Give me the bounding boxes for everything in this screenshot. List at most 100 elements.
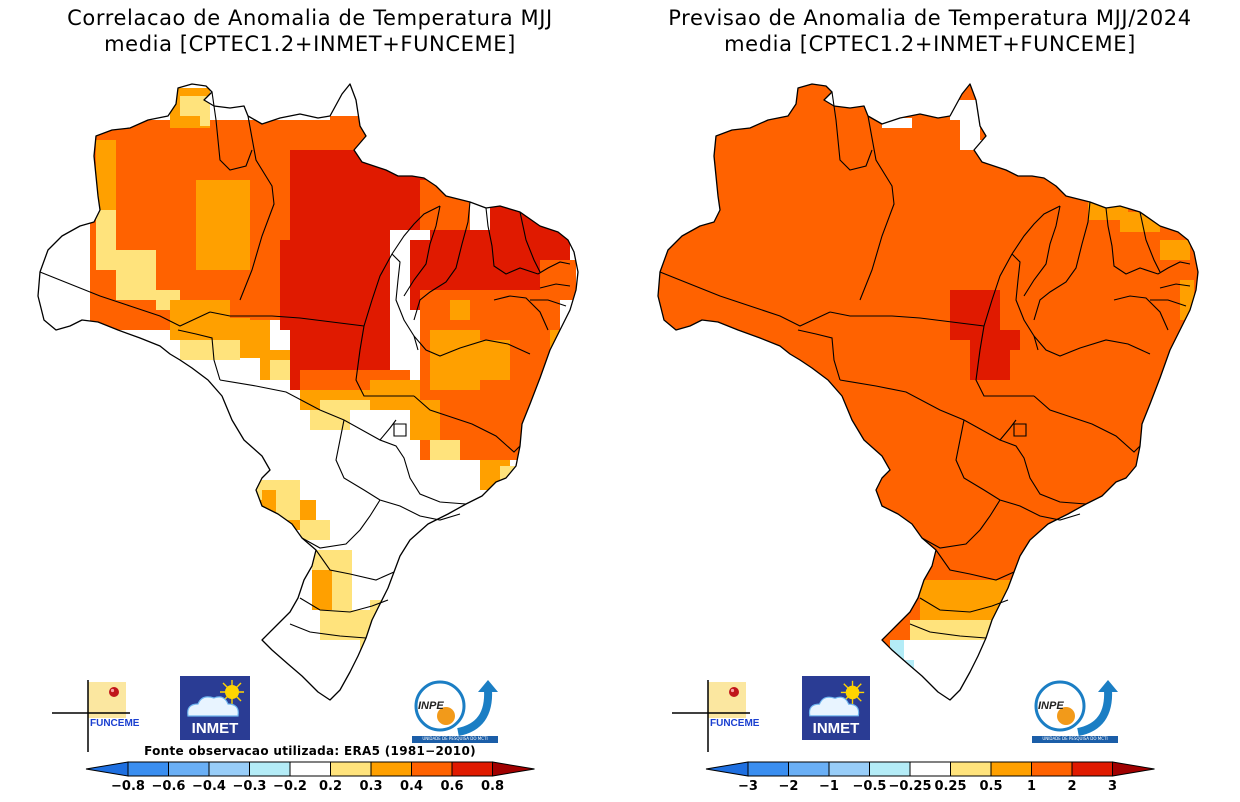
map-grid-cell — [420, 180, 470, 230]
colorbar-segment — [869, 761, 911, 777]
colorbar-segment — [451, 761, 493, 777]
funceme-label: FUNCEME — [710, 718, 760, 729]
state-border — [909, 623, 987, 639]
state-border — [1033, 335, 1151, 357]
state-border — [393, 423, 407, 437]
state-border — [539, 283, 571, 289]
colorbar-tick-label: 0.6 — [440, 779, 463, 794]
correlation-panel: Correlacao de Anomalia de Temperatura MJ… — [37, 6, 579, 794]
map-grid-cell — [430, 440, 460, 460]
colorbar-segment — [208, 761, 250, 777]
state-border — [379, 499, 461, 521]
colorbar-arrow-low — [85, 761, 129, 777]
state-border — [955, 419, 1001, 501]
state-border — [493, 295, 549, 331]
correlation-map — [37, 83, 579, 701]
state-border — [831, 91, 873, 171]
state-border — [1150, 299, 1187, 307]
panel-subtitle: media [CPTEC1.2+INMET+FUNCEME] — [104, 32, 516, 56]
state-border — [530, 299, 567, 307]
colorbar-tick-label: −0.3 — [233, 779, 267, 794]
state-border — [519, 211, 541, 273]
forecast-panel: Previsao de Anomalia de Temperatura MJJ/… — [620, 0, 1240, 802]
colorbar-tick-label: −0.8 — [111, 779, 145, 794]
colorbar-tick-label: 0.4 — [400, 779, 423, 794]
colorbar-tick-label: 1 — [1027, 779, 1036, 794]
colorbar-segment — [909, 761, 951, 777]
colorbar-segment — [127, 761, 169, 777]
map-grid-cell — [376, 620, 390, 640]
colorbar-tick-label: 0.5 — [979, 779, 1002, 794]
colorbar-tick-label: −1 — [819, 779, 839, 794]
inmet-logo: INMET — [802, 676, 870, 740]
country-outline — [657, 83, 1199, 701]
map-grid-cell — [500, 466, 516, 496]
state-border — [413, 395, 521, 453]
state-border — [301, 499, 381, 549]
map-grid-cell — [890, 640, 1010, 700]
map-grid-cell — [1180, 330, 1190, 350]
state-border — [1139, 211, 1161, 273]
map-grid-cell — [1080, 520, 1140, 550]
map-grid-cell — [390, 580, 410, 610]
map-grid-cell — [180, 96, 200, 116]
map-grid-cell — [200, 96, 210, 126]
colorbar-arrow-low — [705, 761, 749, 777]
colorbar-tick-label: 0.8 — [481, 779, 504, 794]
state-border — [1033, 395, 1141, 453]
state-border — [919, 597, 1009, 613]
colorbar-segment — [788, 761, 830, 777]
state-border — [1105, 207, 1159, 275]
funceme-logo: FUNCEME — [52, 680, 139, 752]
state-border — [1013, 423, 1027, 437]
state-border — [921, 499, 1001, 549]
map-grid-cell — [320, 400, 410, 410]
colorbar-tick-label: 3 — [1108, 779, 1117, 794]
state-border — [211, 91, 253, 171]
colorbar-segment — [168, 761, 210, 777]
colorbar-tick-label: 0.25 — [934, 779, 966, 794]
state-borders — [39, 91, 571, 639]
state-border — [379, 439, 467, 505]
colorbar-segment — [289, 761, 331, 777]
colorbar-tick-label: 0.3 — [359, 779, 382, 794]
panel-title: Correlacao de Anomalia de Temperatura MJ… — [67, 6, 553, 30]
state-border — [999, 499, 1081, 521]
map-grid-cell — [310, 410, 350, 430]
forecast-map — [657, 83, 1199, 701]
state-border — [1113, 295, 1169, 331]
map-grid-cell — [470, 340, 510, 380]
state-border — [1033, 201, 1091, 321]
state-border — [1023, 205, 1061, 297]
map-grid-cell — [410, 400, 440, 440]
colorbar-tick-label: −3 — [738, 779, 758, 794]
map-grid-cell — [312, 570, 332, 610]
map-grid-cell — [96, 210, 116, 270]
map-grid-cell — [360, 640, 380, 660]
state-border — [935, 549, 1015, 581]
state-border — [859, 115, 895, 301]
state-border — [537, 261, 571, 275]
map-grid-cell — [1120, 510, 1150, 530]
map-grid-cell — [170, 300, 230, 340]
colorbar-tick-label: −0.2 — [273, 779, 307, 794]
colorbar-tick-label: −0.25 — [889, 779, 932, 794]
map-grid-cell — [450, 300, 470, 320]
inpe-label: INPE — [418, 700, 444, 712]
map-grid-cell — [1140, 480, 1160, 520]
map-grid-cell — [950, 100, 990, 120]
forecast-colorbar: −3 −2 −1 −0.5 −0.25 0.25 0.5 1 2 3 — [705, 761, 1155, 794]
state-border — [177, 329, 221, 381]
state-border — [239, 115, 275, 301]
panel-title: Previsao de Anomalia de Temperatura MJJ/… — [668, 6, 1192, 30]
panel-subtitle: media [CPTEC1.2+INMET+FUNCEME] — [724, 32, 1136, 56]
inmet-label: INMET — [812, 720, 860, 737]
state-border — [797, 329, 841, 381]
state-border — [403, 205, 441, 297]
colorbar-arrow-high — [492, 761, 535, 777]
correlation-colorbar: −0.8 −0.6 −0.4 −0.3 −0.2 0.2 0.3 0.4 0.6 0.8 — [85, 761, 535, 794]
funceme-logo: FUNCEME — [672, 680, 759, 752]
colorbar-segment — [330, 761, 372, 777]
map-grid-cell — [1050, 540, 1100, 570]
colorbar-segment — [1031, 761, 1073, 777]
